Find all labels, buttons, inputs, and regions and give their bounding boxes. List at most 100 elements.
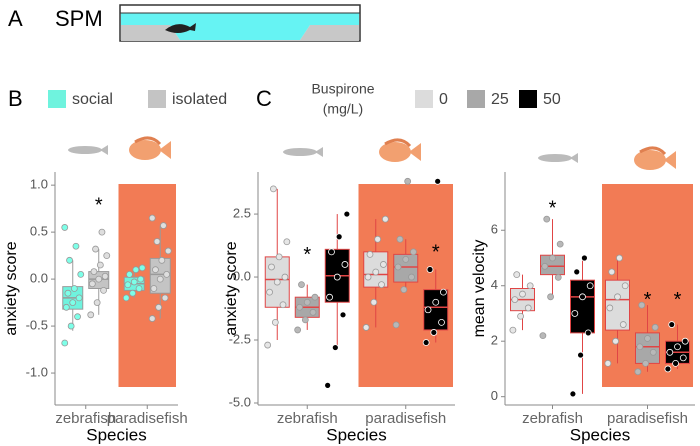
point bbox=[298, 281, 305, 288]
point bbox=[426, 266, 434, 273]
point bbox=[343, 210, 351, 218]
y-tick-label: 0.0 bbox=[30, 271, 48, 286]
point bbox=[644, 335, 651, 342]
point bbox=[303, 298, 311, 306]
point bbox=[584, 329, 592, 337]
legend-swatch bbox=[467, 90, 485, 108]
point bbox=[156, 275, 164, 283]
legend-label: 50 bbox=[543, 91, 561, 108]
point bbox=[103, 252, 111, 260]
point bbox=[674, 343, 681, 351]
panel-a-text: SPM bbox=[55, 6, 103, 31]
point bbox=[616, 254, 623, 262]
point bbox=[432, 298, 440, 306]
point bbox=[526, 282, 534, 290]
point bbox=[547, 293, 554, 301]
panel-label: A bbox=[8, 6, 23, 31]
significance-star: * bbox=[432, 242, 440, 264]
point bbox=[430, 329, 438, 336]
point bbox=[612, 337, 619, 345]
point bbox=[324, 381, 332, 389]
point bbox=[90, 268, 98, 275]
y-tick-label: -1.0 bbox=[26, 364, 48, 379]
x-tick-label: zebrafish bbox=[277, 410, 338, 427]
point bbox=[679, 354, 687, 362]
legend-label: 25 bbox=[491, 91, 509, 108]
point bbox=[621, 282, 629, 290]
x-axis-label: Species bbox=[570, 425, 630, 444]
legend-swatch bbox=[519, 90, 537, 108]
point bbox=[424, 306, 432, 314]
point bbox=[434, 177, 442, 185]
point bbox=[155, 303, 163, 311]
fish-icons bbox=[68, 136, 676, 170]
y-tick-label: 2 bbox=[491, 333, 498, 348]
y-tick-label: 2.5 bbox=[233, 206, 251, 221]
point bbox=[279, 301, 287, 309]
point bbox=[152, 266, 159, 274]
point bbox=[333, 273, 341, 281]
point bbox=[273, 278, 281, 286]
panel-label: C bbox=[256, 86, 272, 111]
x-tick-label: zebrafish bbox=[522, 410, 583, 427]
point bbox=[422, 339, 430, 346]
point bbox=[372, 268, 380, 276]
point bbox=[362, 324, 370, 331]
significance-star: * bbox=[95, 194, 103, 216]
point bbox=[275, 253, 283, 261]
point bbox=[101, 272, 109, 280]
point bbox=[381, 215, 389, 223]
point bbox=[378, 281, 385, 288]
point bbox=[77, 271, 85, 278]
point bbox=[161, 294, 169, 302]
point bbox=[64, 289, 72, 297]
point bbox=[410, 248, 417, 256]
y-tick-label: 4 bbox=[491, 277, 498, 292]
point bbox=[70, 285, 78, 292]
point bbox=[92, 245, 99, 253]
point bbox=[158, 256, 166, 264]
point bbox=[396, 235, 404, 243]
point bbox=[88, 280, 96, 288]
point bbox=[148, 214, 156, 222]
point bbox=[402, 256, 410, 263]
legend-swatch bbox=[415, 90, 433, 108]
point bbox=[153, 238, 161, 245]
legend-title: Buspirone bbox=[311, 81, 374, 97]
point bbox=[664, 365, 672, 373]
significance-star: * bbox=[303, 244, 311, 266]
point bbox=[556, 240, 564, 248]
significance-star: * bbox=[644, 289, 652, 311]
point bbox=[549, 254, 556, 262]
y-axis-label: anxiety score bbox=[223, 241, 240, 335]
point bbox=[122, 294, 130, 302]
point bbox=[328, 248, 335, 256]
point bbox=[271, 318, 279, 326]
legend-label: isolated bbox=[172, 91, 227, 108]
point bbox=[326, 293, 333, 301]
point bbox=[569, 390, 577, 398]
point bbox=[440, 288, 447, 296]
point bbox=[364, 273, 372, 281]
point bbox=[132, 266, 140, 274]
point bbox=[606, 304, 614, 312]
point bbox=[75, 294, 83, 302]
x-axis-label: Species bbox=[326, 425, 386, 444]
legend-title: (mg/L) bbox=[323, 101, 363, 117]
point bbox=[579, 293, 586, 301]
legend-label: 0 bbox=[439, 91, 448, 108]
legend-swatch bbox=[148, 90, 166, 108]
point bbox=[61, 339, 69, 347]
point bbox=[408, 273, 415, 281]
point bbox=[309, 308, 317, 316]
y-tick-label: -0.5 bbox=[26, 318, 48, 333]
point bbox=[524, 304, 532, 312]
point bbox=[61, 224, 69, 231]
x-tick-label: paradisefish bbox=[607, 410, 688, 427]
point bbox=[160, 222, 167, 229]
y-tick-label: 6 bbox=[491, 222, 498, 237]
x-axis-label: Species bbox=[86, 425, 146, 444]
point bbox=[392, 321, 400, 329]
point bbox=[586, 282, 594, 290]
